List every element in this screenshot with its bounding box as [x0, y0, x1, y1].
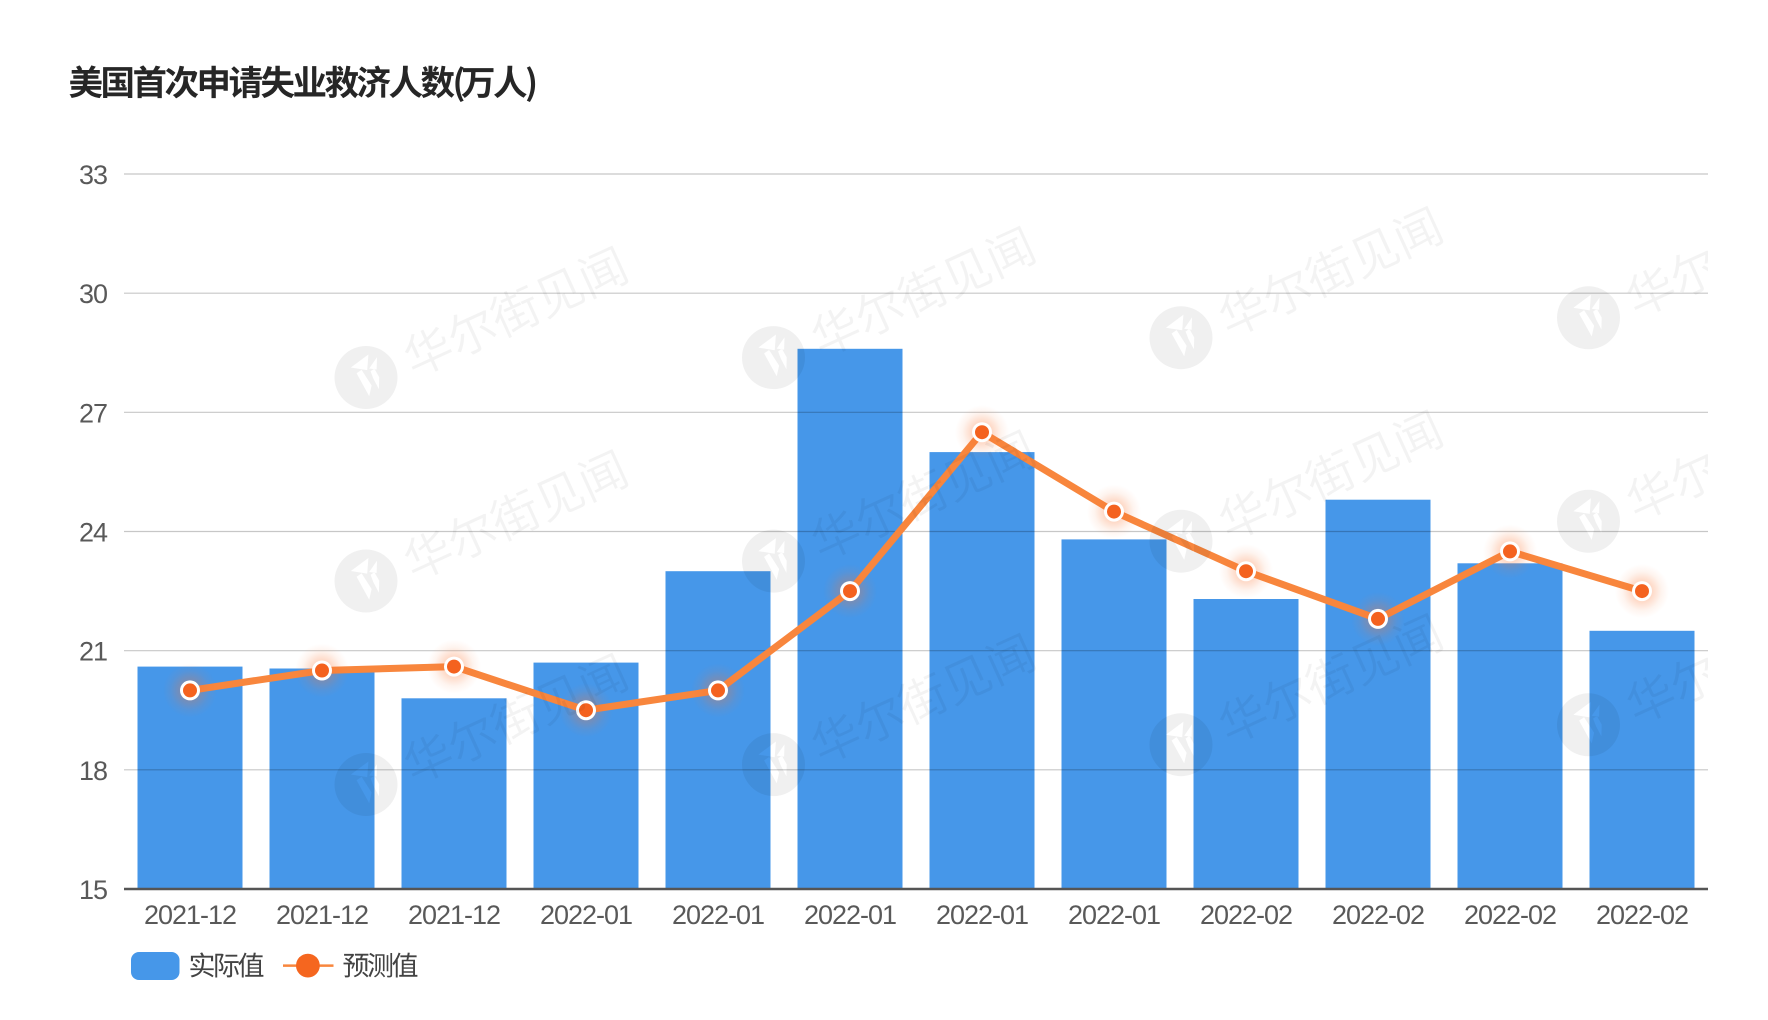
svg-text:2021-12: 2021-12	[408, 900, 500, 930]
svg-text:2022-02: 2022-02	[1464, 900, 1556, 930]
svg-text:21: 21	[79, 637, 107, 667]
svg-text:2022-02: 2022-02	[1332, 900, 1424, 930]
svg-text:2022-02: 2022-02	[1596, 900, 1688, 930]
svg-text:2022-01: 2022-01	[804, 900, 896, 930]
svg-text:24: 24	[79, 518, 108, 548]
svg-text:33: 33	[79, 160, 107, 190]
svg-text:2022-01: 2022-01	[672, 900, 764, 930]
svg-text:2021-12: 2021-12	[144, 900, 236, 930]
svg-text:15: 15	[79, 875, 107, 905]
svg-text:2021-12: 2021-12	[276, 900, 368, 930]
svg-text:2022-02: 2022-02	[1200, 900, 1292, 930]
svg-text:18: 18	[79, 756, 107, 786]
svg-text:2022-01: 2022-01	[540, 900, 632, 930]
svg-text:2022-01: 2022-01	[936, 900, 1028, 930]
svg-text:27: 27	[79, 398, 107, 428]
svg-text:30: 30	[79, 279, 107, 309]
svg-text:2022-01: 2022-01	[1068, 900, 1160, 930]
